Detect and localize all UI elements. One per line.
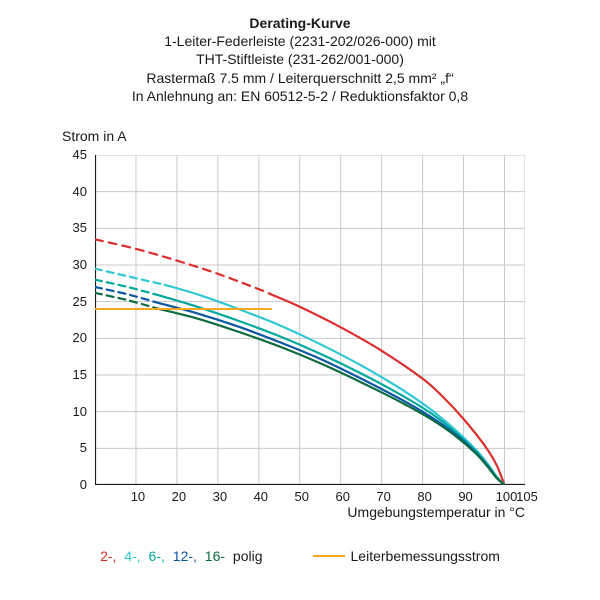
ytick: 10 xyxy=(73,404,87,419)
legend-4: 4-, xyxy=(124,548,144,564)
legend-2: 2-, xyxy=(100,548,120,564)
ytick: 45 xyxy=(73,147,87,162)
ytick: 15 xyxy=(73,367,87,382)
title-line: 1-Leiter-Federleiste (2231-202/026-000) … xyxy=(0,32,600,50)
series-12-polig-solid xyxy=(156,302,504,485)
chart-container: Derating-Kurve 1-Leiter-Federleiste (223… xyxy=(0,0,600,600)
legend-rated: Leiterbemessungsstrom xyxy=(351,548,500,564)
series-4-polig-dashed xyxy=(95,269,165,285)
ytick: 20 xyxy=(73,330,87,345)
series-2-polig-solid xyxy=(271,294,504,485)
derating-plot xyxy=(95,155,525,485)
xtick: 10 xyxy=(126,489,150,504)
legend-12: 12-, xyxy=(173,548,201,564)
xtick: 20 xyxy=(167,489,191,504)
xtick: 40 xyxy=(249,489,273,504)
title-block: Derating-Kurve 1-Leiter-Federleiste (223… xyxy=(0,14,600,105)
ytick: 35 xyxy=(73,220,87,235)
title-line: In Anlehnung an: EN 60512-5-2 / Reduktio… xyxy=(0,87,600,105)
legend-16: 16- xyxy=(205,548,229,564)
x-axis-label: Umgebungstemperatur in °C xyxy=(347,504,525,520)
ytick: 0 xyxy=(80,477,87,492)
series-16-polig-solid xyxy=(156,308,504,485)
xtick: 105 xyxy=(515,489,539,504)
legend-suffix: polig xyxy=(233,548,263,564)
ytick: 5 xyxy=(80,440,87,455)
title-line: THT-Stiftleiste (231-262/001-000) xyxy=(0,50,600,68)
title-line: Derating-Kurve xyxy=(0,14,600,32)
xtick: 70 xyxy=(372,489,396,504)
ytick: 25 xyxy=(73,294,87,309)
xtick: 80 xyxy=(413,489,437,504)
xtick: 30 xyxy=(208,489,232,504)
xtick: 50 xyxy=(290,489,314,504)
ytick: 30 xyxy=(73,257,87,272)
xtick: 60 xyxy=(331,489,355,504)
legend-line-icon xyxy=(311,551,347,561)
xtick: 90 xyxy=(454,489,478,504)
legend-series: 2-, 4-, 6-, 12-, 16- polig Leiterbemessu… xyxy=(0,548,600,564)
title-line: Rastermaß 7.5 mm / Leiterquerschnitt 2,5… xyxy=(0,69,600,87)
ytick: 40 xyxy=(73,184,87,199)
series-4-polig-solid xyxy=(165,285,505,485)
y-axis-label: Strom in A xyxy=(62,128,127,144)
legend-6: 6-, xyxy=(149,548,169,564)
series-6-polig-dashed xyxy=(95,280,161,296)
